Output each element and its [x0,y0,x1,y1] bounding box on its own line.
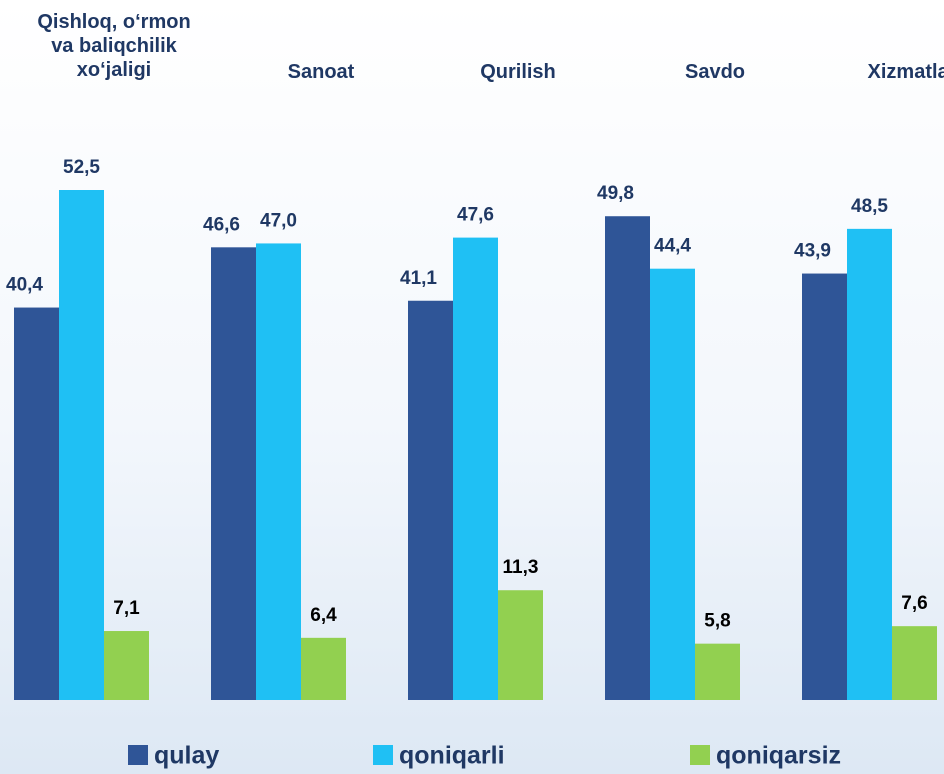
legend-swatch [690,745,710,765]
data-label: 47,6 [457,205,494,226]
bar [695,643,740,700]
category-label: Qishloq, o‘rmon va baliqchilik xo‘jaligi [37,11,191,81]
category-label: Qurilish [480,61,556,83]
bar [14,307,59,700]
bar [256,243,301,700]
data-label: 7,1 [113,598,140,619]
data-label: 47,0 [260,210,297,231]
bar [301,637,346,700]
data-label: 11,3 [503,557,539,578]
bar [104,631,149,700]
bar [802,273,847,700]
data-label: 49,8 [597,183,634,204]
data-label: 52,5 [63,157,100,178]
bar [892,626,937,700]
bar [408,300,453,700]
legend-label: qoniqarsiz [716,742,841,770]
category-label: Savdo [684,61,746,83]
bar [211,247,256,701]
category-label: Xizmatlar [867,61,944,83]
data-label: 43,9 [794,241,831,262]
legend-swatch [128,745,148,765]
bar [605,216,650,700]
bar [498,590,543,700]
data-label: 6,4 [310,605,337,626]
data-label: 7,6 [901,593,927,614]
data-label: 44,4 [654,236,691,257]
bar [453,237,498,700]
data-label: 5,8 [704,611,730,632]
data-label: 41,1 [400,268,437,289]
legend-swatch [373,745,393,765]
bar [847,228,892,700]
bar [59,190,104,700]
legend-label: qulay [154,742,219,770]
bar [650,268,695,700]
category-label: Sanoat [287,61,355,83]
data-label: 40,4 [6,275,43,296]
data-label: 48,5 [851,196,888,217]
legend-label: qoniqarli [399,742,505,770]
data-label: 46,6 [203,214,240,235]
